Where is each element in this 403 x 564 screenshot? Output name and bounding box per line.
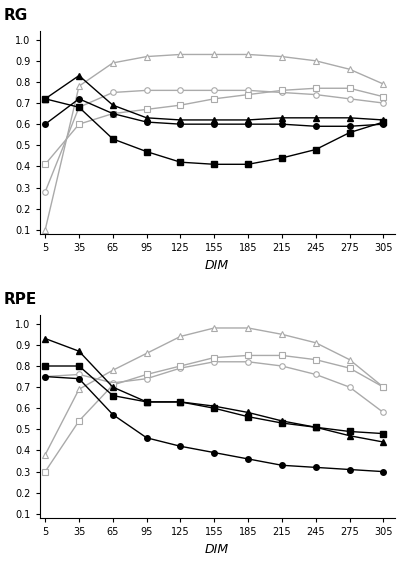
- X-axis label: DIM: DIM: [205, 258, 229, 272]
- Text: RG: RG: [4, 8, 28, 23]
- Text: RPE: RPE: [4, 292, 37, 307]
- X-axis label: DIM: DIM: [205, 543, 229, 556]
